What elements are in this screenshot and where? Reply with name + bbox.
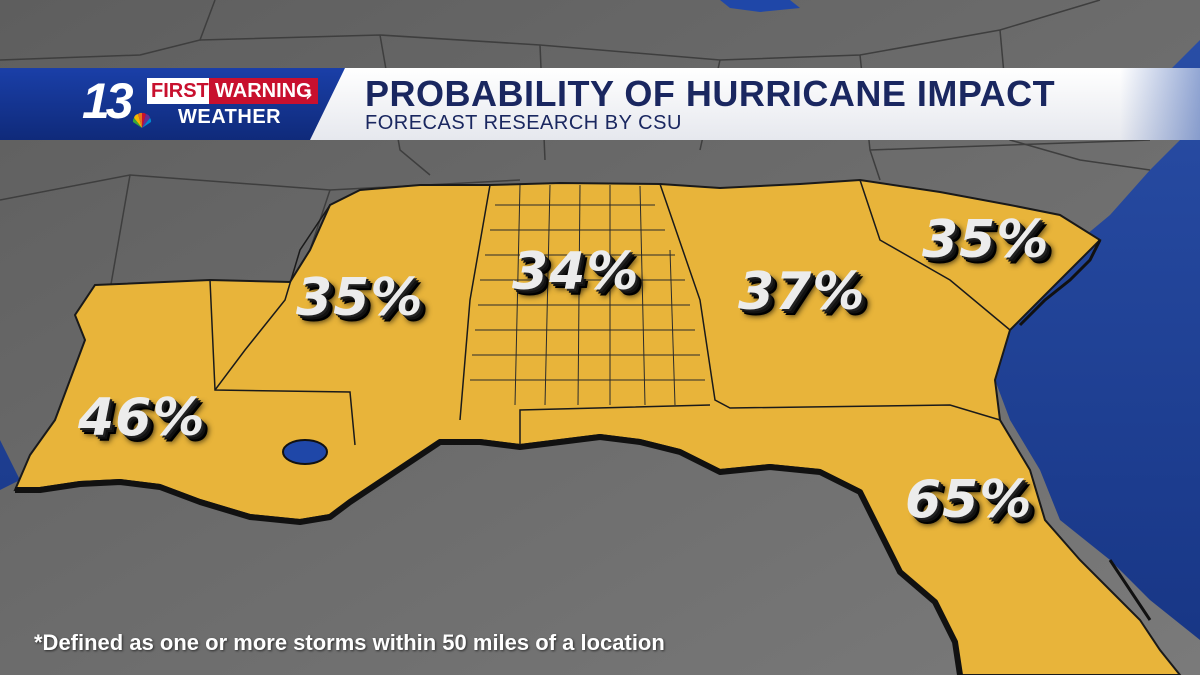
label-georgia: 37%	[738, 262, 866, 322]
station-number: 13	[82, 73, 134, 129]
coast-texture	[1018, 239, 1152, 621]
header-banner: 13 FIRST WARNING › WEATHER PROBABILITY O…	[0, 68, 1200, 140]
highlight-state-borders	[209, 179, 1011, 446]
label-louisiana: 46%	[78, 388, 206, 448]
page-title: PROBABILITY OF HURRICANE IMPACT	[365, 73, 1056, 114]
page-subtitle: FORECAST RESEARCH BY CSU	[365, 112, 682, 134]
label-florida: 65%	[905, 470, 1033, 530]
station-logo: 13 FIRST WARNING › WEATHER	[0, 68, 345, 140]
label-alabama: 34%	[512, 242, 640, 302]
title-block: PROBABILITY OF HURRICANE IMPACT FORECAST…	[310, 68, 1200, 140]
peacock-icon	[132, 112, 152, 128]
first-label: FIRST	[147, 78, 213, 104]
weather-label: WEATHER	[178, 106, 282, 128]
coastline-shadow	[15, 434, 963, 675]
warning-label: WARNING	[209, 78, 318, 104]
first-warning-label: FIRST WARNING	[147, 78, 318, 104]
lake-pontchartrain	[282, 439, 328, 465]
label-mississippi: 35%	[296, 268, 424, 328]
title-accent	[1120, 68, 1200, 140]
alabama-counties	[470, 184, 705, 406]
footnote: *Defined as one or more storms within 50…	[34, 630, 665, 655]
chevron-right-icon: ›	[305, 82, 313, 106]
lake	[720, 0, 800, 12]
label-south-carolina: 35%	[922, 210, 1050, 270]
